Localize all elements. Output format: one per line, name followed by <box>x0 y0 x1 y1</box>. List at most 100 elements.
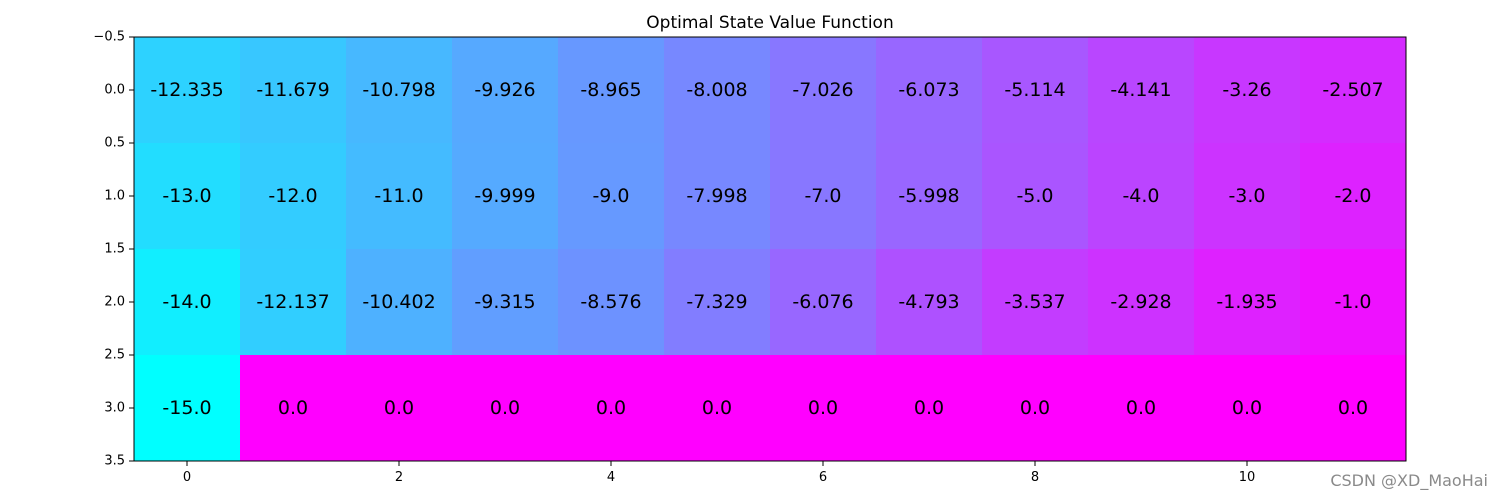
heatmap-cell <box>770 355 877 462</box>
watermark-text: CSDN @XD_MaoHai <box>1330 471 1488 490</box>
cell-value-label: -3.26 <box>1222 79 1271 101</box>
heatmap-cell <box>664 37 771 144</box>
heatmap-cell <box>770 249 877 356</box>
cell-value-label: 0.0 <box>808 397 838 419</box>
cell-value-label: -8.965 <box>580 79 641 101</box>
x-axis: 0 2 4 6 8 10 <box>183 461 1255 485</box>
cell-value-label: -10.798 <box>362 79 435 101</box>
cell-value-label: -2.928 <box>1110 291 1171 313</box>
cell-value-label: -5.114 <box>1004 79 1065 101</box>
heatmap-cell <box>452 249 559 356</box>
y-axis: −0.5 0.0 0.5 1.0 1.5 2.0 2.5 3.0 3.5 <box>93 30 134 469</box>
heatmap-cell <box>452 37 559 144</box>
cell-value-label: 0.0 <box>1338 397 1368 419</box>
cell-value-label: 0.0 <box>384 397 414 419</box>
heatmap-cell <box>876 37 983 144</box>
cell-value-label: -8.008 <box>686 79 747 101</box>
cell-value-label: -7.0 <box>804 185 841 207</box>
heatmap-cell <box>876 355 983 462</box>
heatmap-cell <box>240 355 347 462</box>
cell-value-label: -11.0 <box>374 185 423 207</box>
chart-title: Optimal State Value Function <box>646 13 893 33</box>
heatmap-cell <box>876 249 983 356</box>
heatmap-cell <box>134 355 241 462</box>
cell-value-label: -9.0 <box>592 185 629 207</box>
cell-value-label: -2.507 <box>1322 79 1383 101</box>
x-tick-label: 0 <box>183 470 191 485</box>
cell-value-label: -11.679 <box>256 79 329 101</box>
cell-value-label: 0.0 <box>914 397 944 419</box>
heatmap-cell <box>1194 355 1301 462</box>
cell-value-label: -9.926 <box>474 79 535 101</box>
cell-value-label: -6.073 <box>898 79 959 101</box>
y-tick-label: 2.0 <box>104 295 125 310</box>
cell-value-label: -5.998 <box>898 185 959 207</box>
heatmap-cell <box>982 249 1089 356</box>
heatmap-cell <box>1088 37 1195 144</box>
heatmap-cell <box>240 249 347 356</box>
heatmap-cell <box>134 37 241 144</box>
heatmap-cell <box>876 143 983 250</box>
cell-value-label: -8.576 <box>580 291 641 313</box>
cell-value-label: -5.0 <box>1016 185 1053 207</box>
y-tick-label: 0.5 <box>104 136 125 151</box>
heatmap-cell <box>1300 143 1407 250</box>
heatmap-cell <box>134 249 241 356</box>
heatmap-cell <box>346 355 453 462</box>
y-tick-label: 1.5 <box>104 242 125 257</box>
x-tick-label: 2 <box>395 470 403 485</box>
cell-value-label: -12.137 <box>256 291 329 313</box>
heatmap-cell <box>1194 249 1301 356</box>
y-tick-label: 3.5 <box>104 454 125 469</box>
heatmap-cell <box>240 37 347 144</box>
heatmap-cell <box>1194 143 1301 250</box>
y-tick-label: 3.0 <box>104 401 125 416</box>
heatmap-cell <box>452 355 559 462</box>
cell-value-label: -4.793 <box>898 291 959 313</box>
heatmap-cell <box>240 143 347 250</box>
cell-value-label: -6.076 <box>792 291 853 313</box>
cell-value-label: -12.0 <box>268 185 317 207</box>
heatmap-cell <box>664 249 771 356</box>
cell-value-label: 0.0 <box>278 397 308 419</box>
heatmap-cell <box>1300 355 1407 462</box>
cell-value-label: 0.0 <box>490 397 520 419</box>
cell-value-label: -14.0 <box>162 291 211 313</box>
heatmap-cell <box>558 143 665 250</box>
heatmap-cell <box>558 249 665 356</box>
y-tick-label: −0.5 <box>93 30 125 45</box>
cell-value-label: -1.935 <box>1216 291 1277 313</box>
heatmap-cell <box>346 143 453 250</box>
heatmap-cell <box>1300 37 1407 144</box>
cell-value-label: -13.0 <box>162 185 211 207</box>
cell-value-label: 0.0 <box>1126 397 1156 419</box>
heatmap-cell <box>1088 355 1195 462</box>
cell-value-label: -9.315 <box>474 291 535 313</box>
cell-value-label: -10.402 <box>362 291 435 313</box>
cell-value-label: -2.0 <box>1334 185 1371 207</box>
y-tick-label: 0.0 <box>104 83 125 98</box>
heatmap-cells <box>134 37 1407 462</box>
cell-value-label: -9.999 <box>474 185 535 207</box>
x-tick-label: 10 <box>1239 470 1256 485</box>
heatmap-cell <box>134 143 241 250</box>
cell-value-label: -7.998 <box>686 185 747 207</box>
y-tick-label: 1.0 <box>104 189 125 204</box>
heatmap-cell <box>664 355 771 462</box>
heatmap-cell <box>770 37 877 144</box>
heatmap-cell <box>770 143 877 250</box>
cell-value-label: 0.0 <box>702 397 732 419</box>
heatmap-cell <box>664 143 771 250</box>
cell-value-label: -4.0 <box>1122 185 1159 207</box>
heatmap-cell <box>452 143 559 250</box>
heatmap-cell <box>1300 249 1407 356</box>
x-tick-label: 6 <box>819 470 827 485</box>
heatmap-cell <box>346 249 453 356</box>
cell-value-label: -3.0 <box>1228 185 1265 207</box>
cell-value-label: -12.335 <box>150 79 223 101</box>
cell-value-label: -7.026 <box>792 79 853 101</box>
heatmap-cell <box>982 355 1089 462</box>
cell-value-label: -4.141 <box>1110 79 1171 101</box>
cell-value-label: -15.0 <box>162 397 211 419</box>
